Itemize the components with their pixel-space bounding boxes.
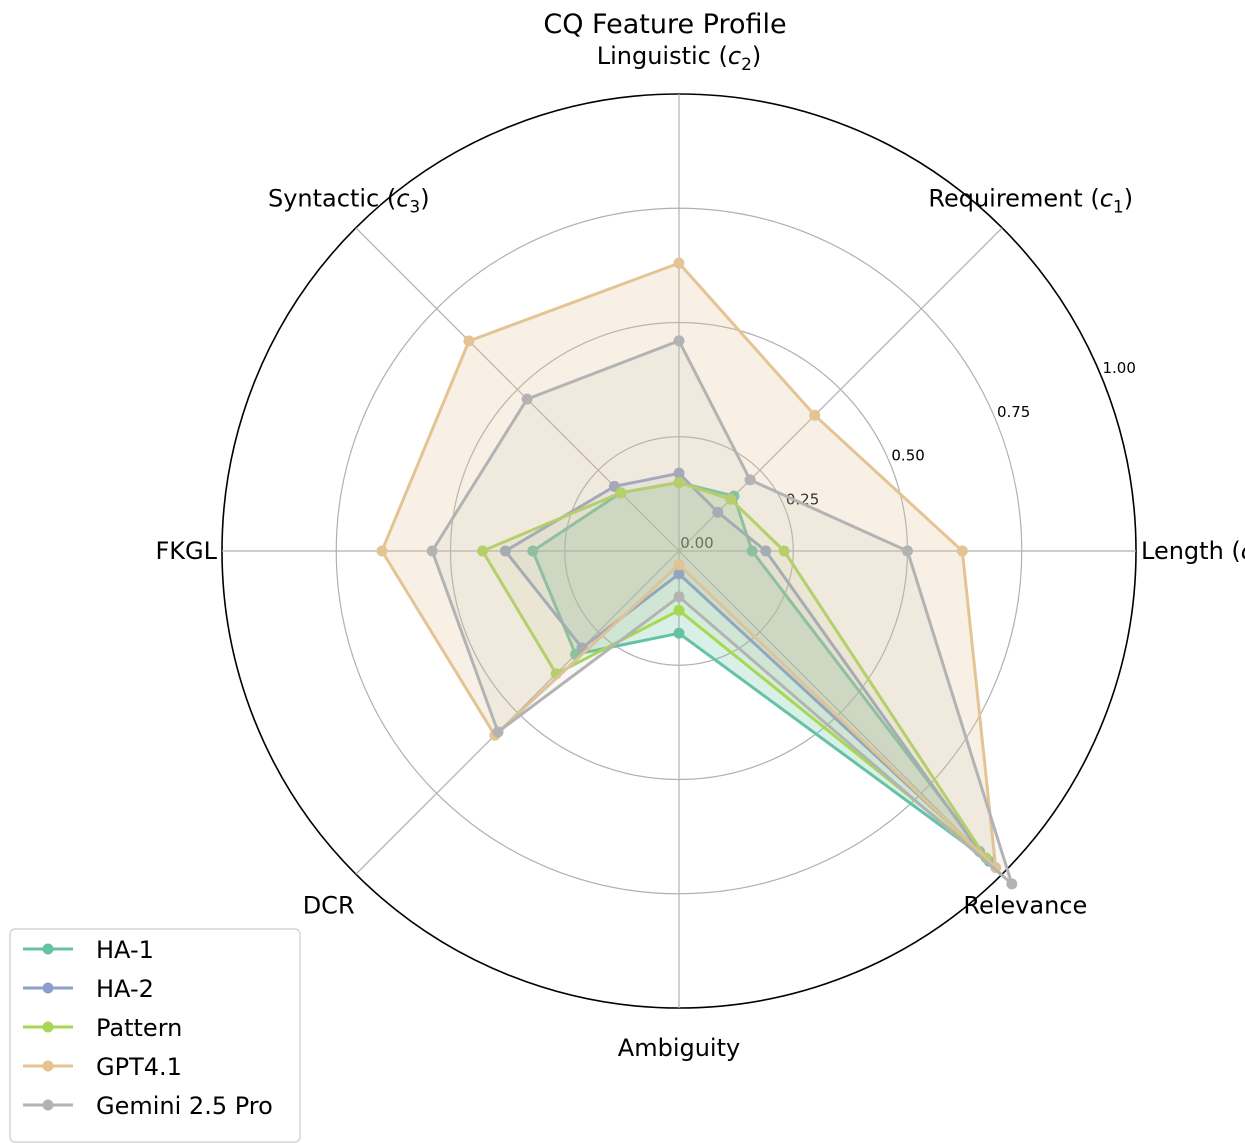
- series-gemini-2-5-pro: [426, 335, 1018, 890]
- data-point: [673, 591, 685, 603]
- data-point: [376, 545, 388, 557]
- data-point: [778, 545, 790, 557]
- data-point: [902, 545, 913, 557]
- data-point: [673, 467, 685, 479]
- radial-tick-label: 0.50: [891, 447, 924, 465]
- data-point: [673, 476, 685, 488]
- series-area: [381, 263, 996, 868]
- legend-item: Pattern: [23, 1014, 182, 1042]
- legend-item: HA-2: [23, 975, 154, 1003]
- axis-labels: Length (c0) Requirement (c1) Linguistic (c…: [155, 42, 1245, 1062]
- series-area: [505, 473, 980, 852]
- data-point: [521, 393, 533, 405]
- legend-marker: [42, 1099, 54, 1111]
- legend-label: GPT4.1: [96, 1053, 182, 1081]
- radial-tick-label: 0.25: [786, 490, 819, 508]
- data-point: [492, 726, 504, 738]
- legend-box: [9, 928, 301, 1143]
- axis-label: DCR: [303, 891, 355, 919]
- data-point: [760, 545, 772, 557]
- legend-item: Gemini 2.5 Pro: [23, 1092, 273, 1120]
- data-point: [956, 545, 968, 557]
- data-point: [673, 559, 685, 571]
- chart-title: CQ Feature Profile: [543, 9, 786, 40]
- legend-label: Gemini 2.5 Pro: [96, 1092, 273, 1120]
- axis-label: Syntactic (c3): [268, 185, 430, 218]
- data-point: [673, 627, 685, 639]
- data-point: [673, 335, 685, 347]
- data-point: [615, 487, 627, 499]
- data-point: [527, 545, 539, 557]
- legend-marker: [42, 1021, 54, 1033]
- series-area: [482, 482, 986, 858]
- data-point: [744, 474, 756, 486]
- legend-item: HA-1: [23, 936, 154, 964]
- radial-tick-label: 0.00: [680, 534, 713, 552]
- series-layer: [376, 257, 1018, 890]
- data-point: [746, 545, 758, 557]
- legend: HA-1 HA-2 Pattern GPT4.1 Gemini 2.5 Pro: [9, 928, 301, 1143]
- legend-marker: [42, 982, 54, 994]
- axis-label: FKGL: [155, 537, 217, 565]
- axis-label: Ambiguity: [618, 1034, 740, 1062]
- legend-marker: [42, 943, 54, 955]
- axis-label: Relevance: [963, 891, 1087, 919]
- legend-item: GPT4.1: [23, 1053, 182, 1081]
- data-point: [809, 409, 821, 421]
- axis-label: Linguistic (c2): [597, 42, 762, 75]
- data-point: [725, 493, 737, 505]
- series-area: [432, 340, 1012, 884]
- data-point: [712, 506, 724, 518]
- radial-tick-label: 0.75: [997, 403, 1030, 421]
- data-point: [673, 257, 685, 269]
- data-point: [673, 568, 685, 580]
- legend-label: HA-1: [96, 936, 154, 964]
- axis-label: Requirement (c1): [928, 185, 1133, 218]
- radial-tick-labels: 0.00 0.25 0.50 0.75 1.00: [680, 359, 1136, 552]
- radial-tick-label: 1.00: [1103, 359, 1136, 377]
- data-point: [673, 604, 685, 616]
- data-point: [426, 545, 438, 557]
- data-point: [1006, 878, 1018, 890]
- axis-label: Length (c0): [1141, 537, 1245, 570]
- grid-spoke: [355, 227, 680, 552]
- data-point: [499, 545, 511, 557]
- data-point: [476, 545, 488, 557]
- legend-label: Pattern: [96, 1014, 182, 1042]
- data-point: [463, 335, 475, 347]
- legend-label: HA-2: [96, 975, 154, 1003]
- legend-marker: [42, 1060, 54, 1072]
